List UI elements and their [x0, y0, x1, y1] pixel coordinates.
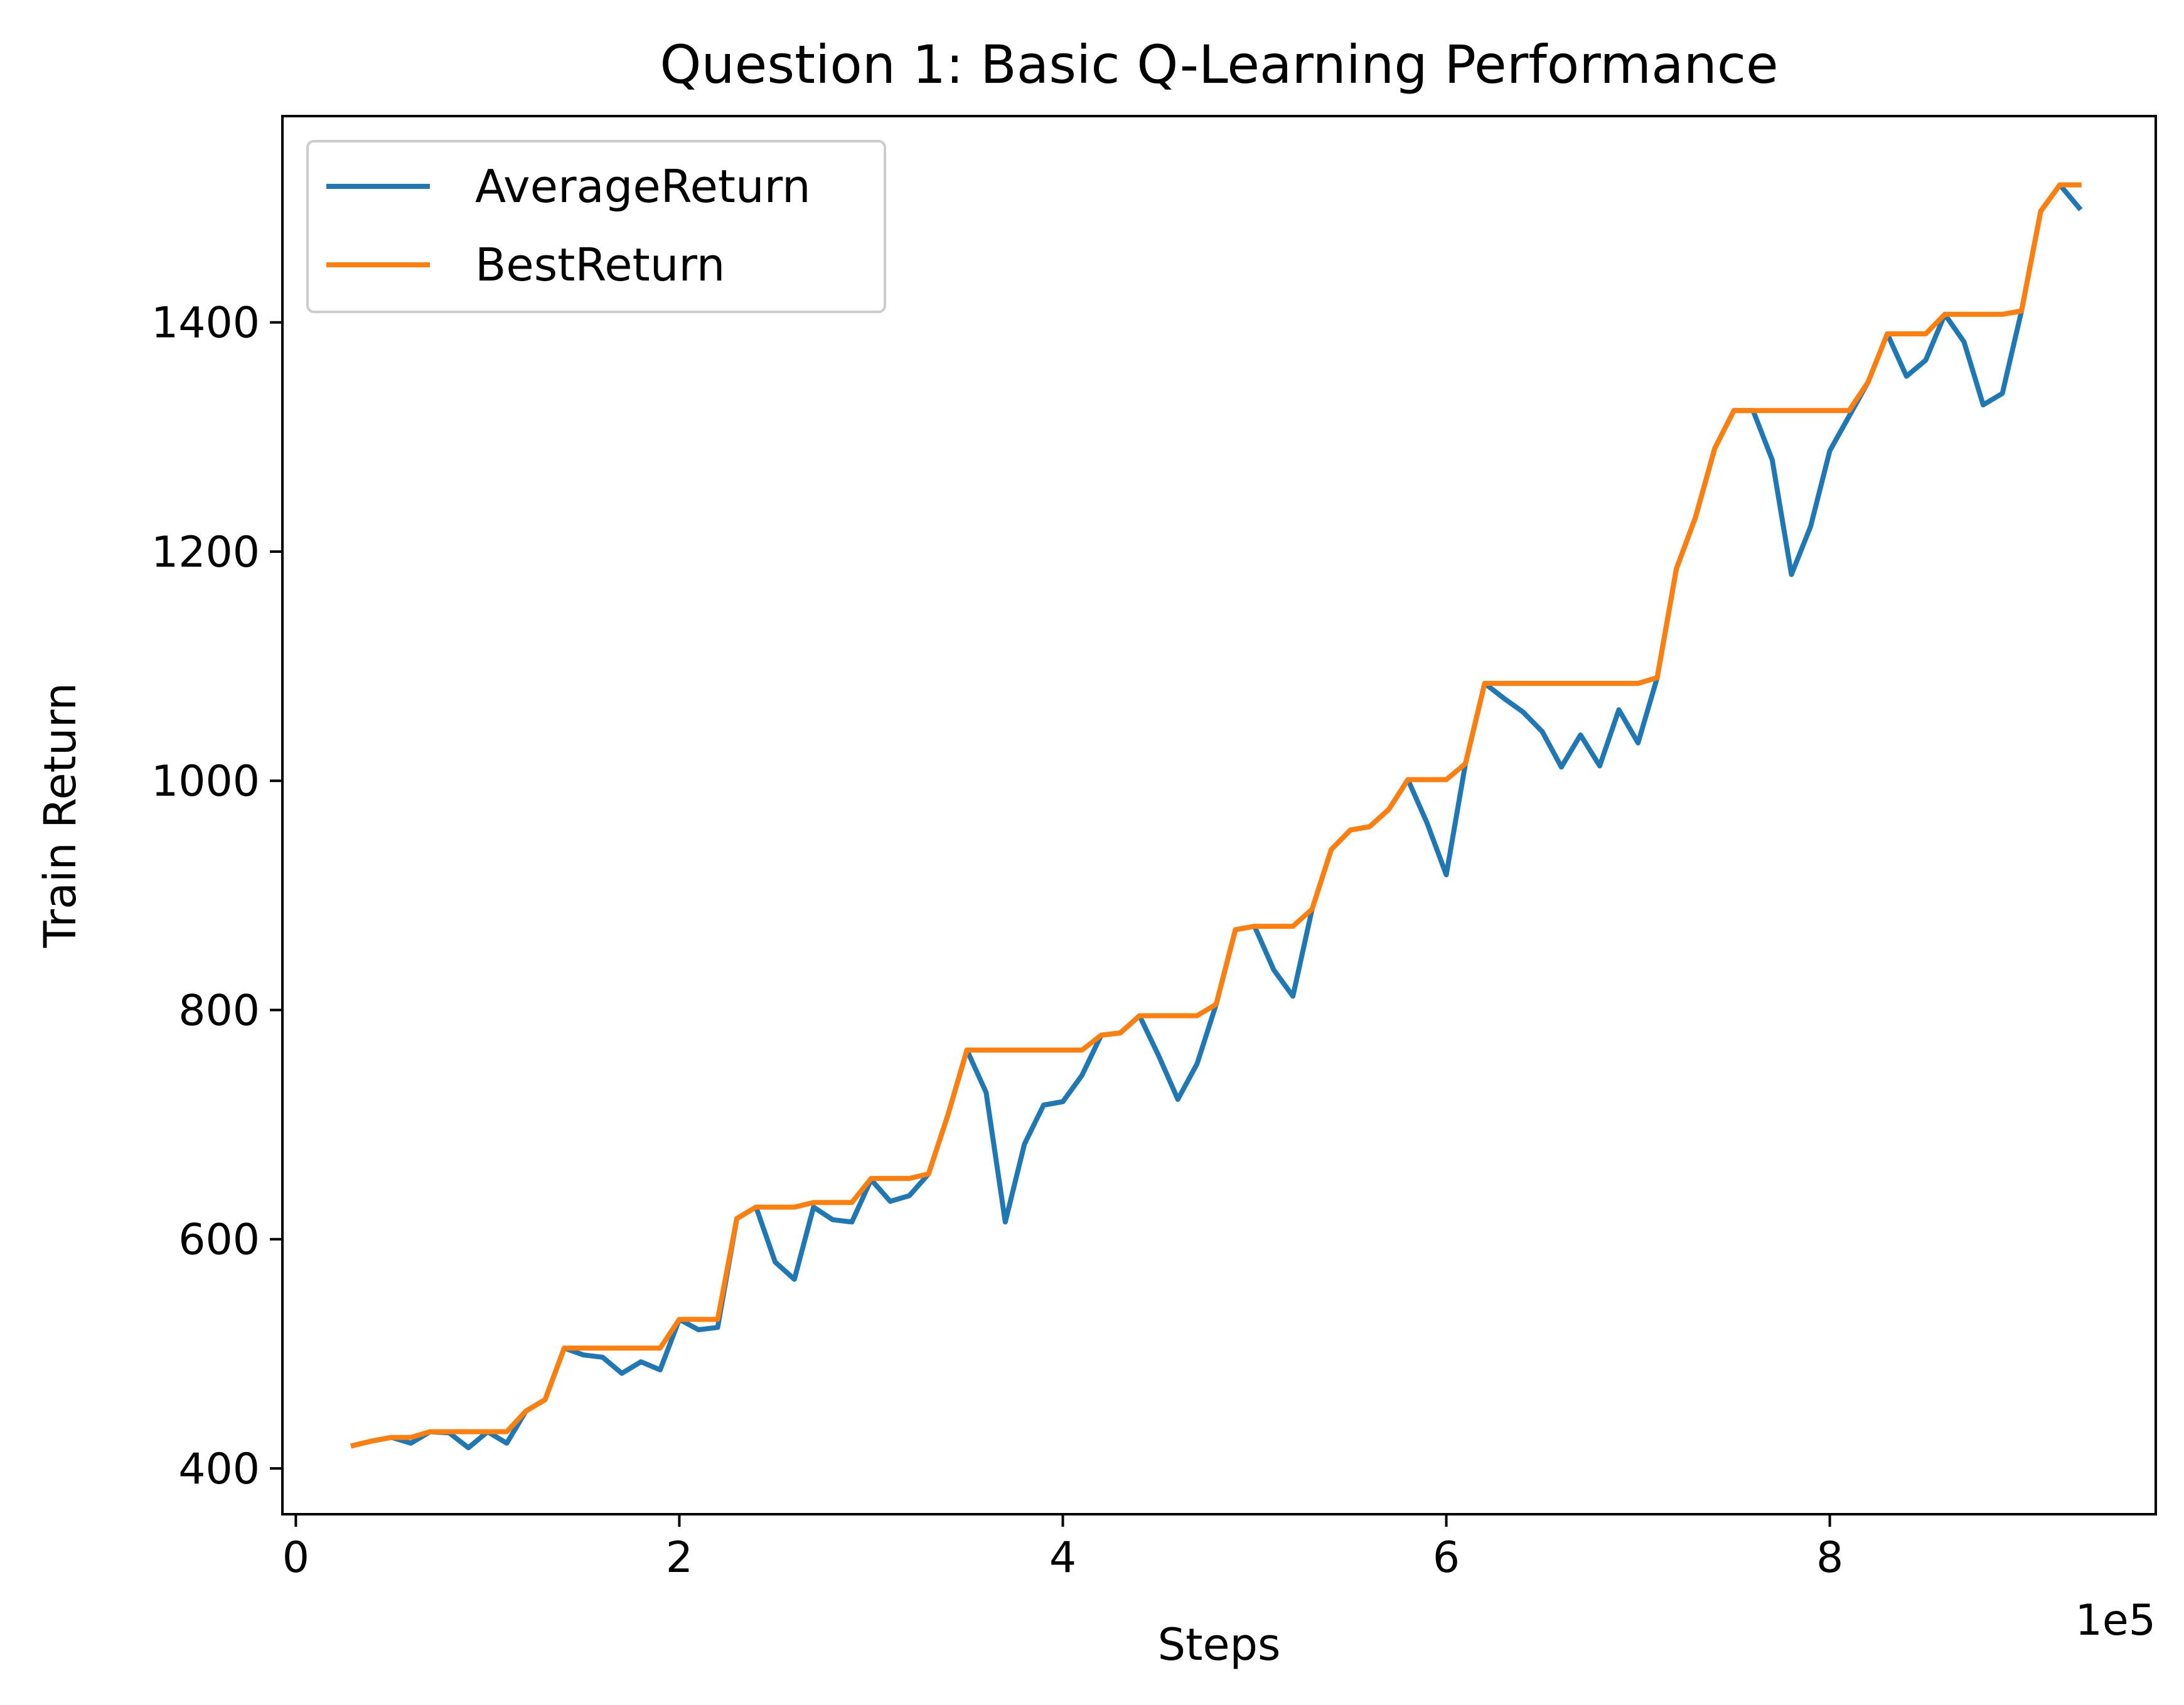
series-group — [350, 182, 2083, 1451]
x-axis-offset-label: 1e5 — [2075, 1596, 2156, 1645]
x-tick-label: 2 — [666, 1533, 693, 1583]
legend: AverageReturn BestReturn — [306, 140, 886, 313]
y-axis: 400 600 800 1000 1200 1400 — [151, 299, 282, 1494]
legend-entry-label: BestReturn — [475, 238, 725, 291]
plot-frame — [281, 115, 2157, 1515]
x-axis-label: Steps — [1158, 1619, 1281, 1670]
series-line-bestreturn — [350, 182, 2082, 1449]
x-tick-label: 0 — [282, 1533, 309, 1583]
legend-box — [306, 140, 886, 313]
y-tick-label: 1400 — [151, 299, 260, 348]
y-axis-label: Train Return — [35, 683, 86, 949]
x-axis: 0 2 4 6 8 — [282, 1514, 1843, 1583]
x-tick-label: 4 — [1049, 1533, 1076, 1583]
y-tick-label: 1200 — [151, 528, 260, 577]
chart-title: Question 1: Basic Q-Learning Performance — [660, 34, 1778, 95]
y-tick-label: 400 — [178, 1445, 260, 1494]
legend-entry-label: AverageReturn — [475, 160, 811, 213]
x-tick-label: 6 — [1433, 1533, 1460, 1583]
y-tick-label: 800 — [178, 986, 260, 1035]
x-tick-label: 8 — [1816, 1533, 1843, 1583]
y-tick-label: 600 — [178, 1216, 260, 1265]
y-tick-label: 1000 — [151, 757, 260, 806]
